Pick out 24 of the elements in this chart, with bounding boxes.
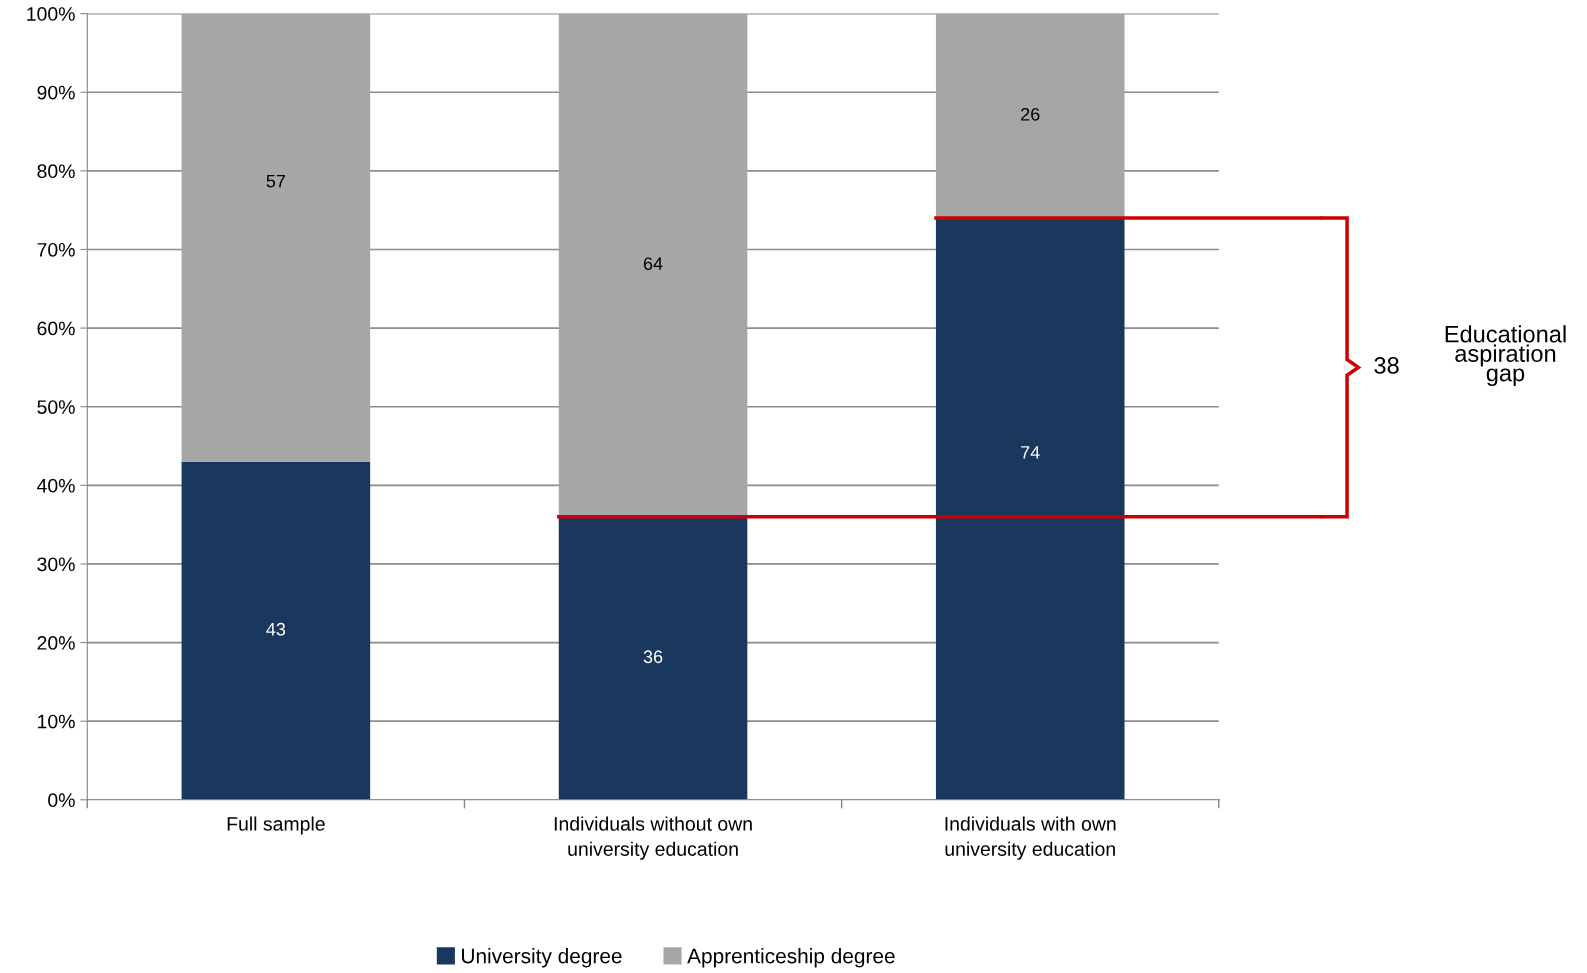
y-tick-label: 10% [38, 714, 75, 729]
text: 38 [1374, 357, 1399, 374]
legend-label: University degree [462, 948, 622, 968]
data-label: 57 [266, 174, 286, 188]
data-label: 36 [643, 650, 663, 664]
data-label: 26 [1021, 107, 1040, 121]
y-tick-label: 50% [37, 400, 75, 414]
data-label: 43 [266, 622, 286, 636]
text: Educational aspiration gap [1445, 325, 1566, 387]
y-tick-label: 100% [27, 7, 75, 21]
y-tick-label: 60% [37, 321, 75, 336]
data-label: 74 [1021, 446, 1040, 459]
y-tick-label: 80% [37, 164, 75, 179]
x-tick-label: Full sample [227, 816, 325, 835]
y-tick-label: 20% [37, 636, 75, 650]
legend-label: Apprenticeship degree [687, 948, 895, 968]
x-tick-label: Individuals with own university education [945, 816, 1116, 860]
y-tick-label: 90% [37, 85, 75, 100]
data-label: 64 [643, 257, 663, 271]
y-tick-label: 70% [37, 242, 75, 257]
y-tick-label: 0% [48, 793, 75, 808]
y-tick-label: 30% [37, 557, 75, 572]
y-tick-label: 40% [37, 478, 75, 493]
x-tick-label: Individuals without own university education [554, 816, 752, 860]
